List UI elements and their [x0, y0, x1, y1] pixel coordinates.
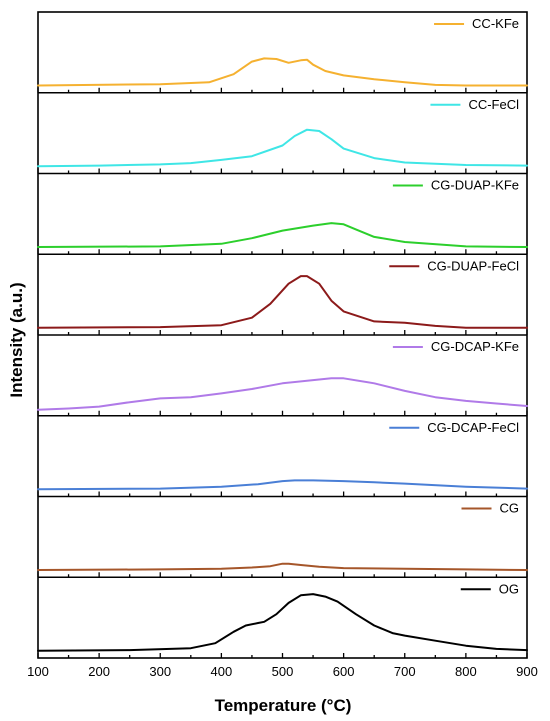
- x-tick-label: 700: [394, 664, 416, 679]
- x-tick-label: 500: [272, 664, 294, 679]
- series-line-cg-duap-kfe: [37, 222, 528, 248]
- panel-cg-duap-kfe: CG-DUAP-KFe: [37, 172, 528, 255]
- legend-label: CG-DUAP-FeCl: [427, 258, 519, 273]
- x-tick-label: 900: [516, 664, 538, 679]
- x-tick-label: 400: [211, 664, 233, 679]
- legend-label: CG: [500, 501, 520, 516]
- legend-label: CC-KFe: [472, 16, 519, 31]
- series-line-cc-kfe: [37, 57, 528, 87]
- series-line-cg-duap-fecl: [37, 275, 528, 329]
- series-line-og: [37, 593, 528, 652]
- panel-cg-dcap-kfe: CG-DCAP-KFe: [37, 334, 528, 416]
- y-axis-title: Intensity (a.u.): [7, 282, 26, 397]
- panel-cc-fecl: CC-FeCl: [37, 91, 528, 174]
- legend-label: CC-FeCl: [468, 97, 519, 112]
- legend-label: CG-DUAP-KFe: [431, 178, 519, 193]
- x-tick-label: 300: [149, 664, 171, 679]
- panel-og: OG: [37, 576, 528, 658]
- legend-label: OG: [499, 581, 519, 596]
- x-tick-label: 600: [333, 664, 355, 679]
- x-axis: 100 200 300 400 500 600 700 800 900: [27, 664, 538, 679]
- panel-cg-dcap-fecl: CG-DCAP-FeCl: [37, 414, 528, 497]
- panel-cg: CG: [37, 495, 528, 578]
- series-line-cg-dcap-fecl: [37, 479, 528, 491]
- x-tick-label: 200: [88, 664, 110, 679]
- x-tick-label: 800: [455, 664, 477, 679]
- x-tick-label: 100: [27, 664, 49, 679]
- chart-panels: CC-KFe CC-FeCl CG-DUAP-KFe CG-DUAP-FeCl CG-D…: [37, 11, 528, 659]
- panel-cg-duap-fecl: CG-DUAP-FeCl: [37, 253, 528, 335]
- x-axis-title: Temperature (°C): [215, 696, 352, 715]
- legend-label: CG-DCAP-KFe: [431, 339, 519, 354]
- legend-label: CG-DCAP-FeCl: [427, 420, 519, 435]
- panel-cc-kfe: CC-KFe: [37, 16, 528, 93]
- series-line-cg-dcap-kfe: [37, 377, 528, 411]
- series-line-cg: [37, 562, 528, 571]
- series-line-cc-fecl: [37, 128, 528, 168]
